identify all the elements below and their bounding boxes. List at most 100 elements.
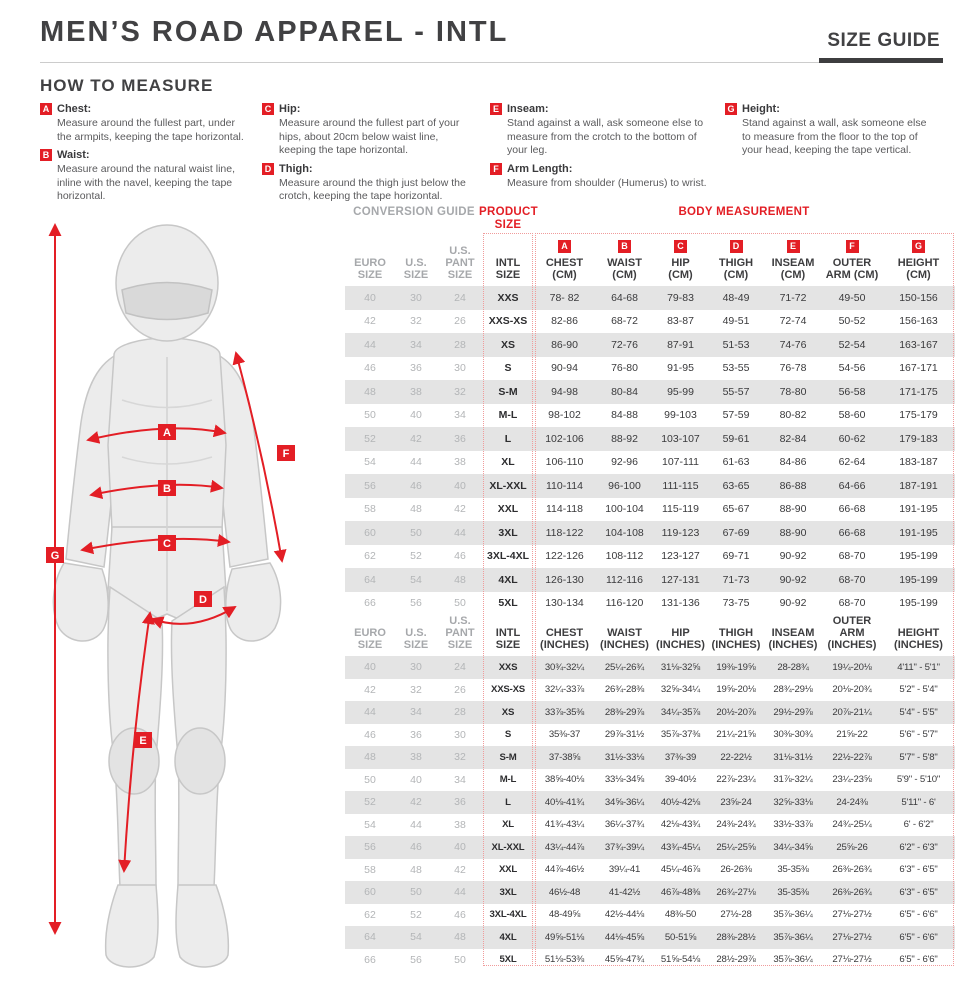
table-cell: 32 bbox=[410, 683, 422, 696]
table-cell: 88-90 bbox=[779, 503, 807, 516]
letter-chip: A bbox=[40, 103, 52, 115]
table-cell: 79-83 bbox=[667, 291, 694, 304]
measure-name: Chest: bbox=[57, 103, 92, 115]
measure-name: Waist: bbox=[57, 149, 90, 161]
table-cell: 25¼-25⅝ bbox=[716, 841, 756, 853]
table-cell: 5XL bbox=[499, 954, 517, 966]
table-row: 40 30 24 XXS 30¾-32¼ 25¼-26¾ 31⅛-32⅝ 19⅜-19⅝ 28-… bbox=[345, 656, 955, 679]
table-cell: S bbox=[504, 362, 512, 375]
measure-name: Inseam: bbox=[507, 103, 549, 115]
column-header: INSEAM (INCHES) bbox=[768, 627, 818, 651]
column-header: B WAIST (CM) bbox=[607, 240, 642, 281]
table-cell: 19⅝-20⅛ bbox=[716, 684, 756, 696]
product-size-line1: PRODUCT bbox=[479, 206, 538, 218]
table-cell: 6'3" - 6'5" bbox=[899, 864, 938, 876]
table-cell: 46 bbox=[364, 362, 376, 375]
table-row: 40 30 24 XXS 78- 82 64-68 79-83 48-49 71-72 49-50… bbox=[345, 286, 955, 310]
table-cell: 52 bbox=[410, 908, 422, 921]
table-cell: 80-84 bbox=[611, 385, 638, 398]
how-to-measure-item: G Height: Stand against a wall, ask someon… bbox=[725, 103, 953, 158]
table-cell: 56 bbox=[364, 479, 376, 492]
column-header: A CHEST (CM) bbox=[545, 240, 584, 281]
table-cell: 55-57 bbox=[722, 385, 750, 398]
table-cell: 63-65 bbox=[722, 479, 750, 492]
table-cell: 94-98 bbox=[551, 385, 578, 398]
table-cell: 54 bbox=[364, 818, 376, 831]
column-header: INTL SIZE bbox=[495, 627, 521, 651]
thigh-arrow bbox=[150, 605, 237, 629]
table-cell: 45¼-46⅞ bbox=[660, 864, 701, 876]
table-cell: 40 bbox=[410, 409, 422, 422]
table-cell: 6'2" - 6'3" bbox=[899, 841, 938, 853]
conversion-guide-line2: GUIDE bbox=[436, 206, 475, 218]
table-cell: 22½-22⅞ bbox=[832, 751, 872, 763]
table-cell: 30 bbox=[410, 661, 422, 674]
table-cell: 46 bbox=[454, 908, 466, 921]
table-row: 64 54 48 4XL 49⅝-51⅛ 44⅛-45⅝ 50-51⅝ 28⅜-28½ 35⅞-… bbox=[345, 926, 955, 949]
table-cell: 127-131 bbox=[661, 573, 700, 586]
table-cell: XXL bbox=[497, 503, 519, 516]
table-cell: 41-42½ bbox=[608, 886, 641, 898]
table-cell: 48 bbox=[364, 751, 376, 764]
table-cell: 34¼-34⅝ bbox=[773, 841, 813, 853]
table-row: 60 50 44 3XL 46½-48 41-42½ 46⅞-48⅜ 26¾-27⅛ 35-35… bbox=[345, 881, 955, 904]
table-cell: 191-195 bbox=[899, 526, 938, 539]
table-cell: 4XL bbox=[498, 573, 518, 586]
table-cell: 54 bbox=[410, 931, 422, 944]
table-cell: 3XL-4XL bbox=[486, 550, 529, 563]
table-cell: 48 bbox=[454, 931, 466, 944]
table-cell: 122-126 bbox=[545, 550, 584, 563]
table-cell: 42 bbox=[454, 503, 466, 516]
table-cell: 50 bbox=[454, 597, 466, 610]
table-cell: 64 bbox=[364, 573, 376, 586]
table-cell: 87-91 bbox=[667, 338, 694, 351]
column-header: HEIGHT (INCHES) bbox=[894, 627, 943, 651]
table-cell: 58 bbox=[364, 503, 376, 516]
figure-label-chest: A bbox=[163, 427, 171, 439]
table-cell: 179-183 bbox=[899, 432, 938, 445]
table-cell: 4'11" - 5'1" bbox=[897, 661, 940, 673]
table-cell: 30 bbox=[410, 291, 422, 304]
table-cell: 49-50 bbox=[838, 291, 866, 304]
table-cell: 103-107 bbox=[661, 432, 700, 445]
conversion-guide-header: CONVERSION GUIDE bbox=[345, 206, 483, 219]
table-row: 48 38 32 S-M 37-38⅝ 31½-33⅛ 37⅜-39 22-22½ 31⅛-31… bbox=[345, 746, 955, 769]
table-cell: 44⅞-46½ bbox=[544, 864, 585, 876]
table-cell: 19⅜-19⅝ bbox=[716, 661, 756, 673]
table-cell: 5XL bbox=[498, 597, 518, 610]
table-cell: 86-90 bbox=[551, 338, 578, 351]
how-to-measure-item: E Inseam: Stand against a wall, ask someon… bbox=[490, 103, 725, 158]
table-cell: 90-92 bbox=[779, 550, 807, 563]
table-cell: 38 bbox=[410, 385, 422, 398]
table-cell: 30⅜-30¾ bbox=[773, 729, 813, 741]
measure-description: Measure around the natural waist line, i… bbox=[57, 163, 236, 202]
table-cell: 104-108 bbox=[605, 526, 644, 539]
table-cell: 36 bbox=[454, 796, 466, 809]
table-cell: 73-75 bbox=[722, 597, 750, 610]
table-cell: XL bbox=[501, 456, 515, 469]
table-cell: XL-XXL bbox=[491, 841, 525, 853]
letter-chip: E bbox=[490, 103, 502, 115]
figure-label-thigh: D bbox=[199, 594, 207, 606]
table-cell: 26¾-27⅛ bbox=[716, 886, 756, 898]
figure-label-inseam: E bbox=[139, 735, 146, 747]
table-cell: XXS bbox=[497, 291, 519, 304]
table-cell: 42 bbox=[410, 796, 422, 809]
table-cell: 42 bbox=[364, 683, 376, 696]
how-to-measure-heading: HOW TO MEASURE bbox=[40, 76, 214, 95]
column-header: EURO SIZE bbox=[354, 257, 386, 281]
table-cell: 86-88 bbox=[779, 479, 807, 492]
column-header: EURO SIZE bbox=[354, 627, 386, 651]
table-cell: 46½-48 bbox=[548, 886, 581, 898]
table-cell: 27⅛-27½ bbox=[832, 909, 872, 921]
table-cell: 32⅝-33⅛ bbox=[773, 796, 813, 808]
table-cell: 52 bbox=[364, 432, 376, 445]
table-cell: 61-63 bbox=[722, 456, 750, 469]
table-cell: XXS bbox=[498, 661, 518, 673]
table-cell: 6'3" - 6'5" bbox=[899, 886, 938, 898]
table-cell: 44 bbox=[454, 886, 466, 899]
table-cell: 53-55 bbox=[722, 362, 750, 375]
letter-chip: C bbox=[674, 240, 687, 253]
table-cell: 46 bbox=[454, 550, 466, 563]
table-cell: 49-51 bbox=[722, 315, 750, 328]
